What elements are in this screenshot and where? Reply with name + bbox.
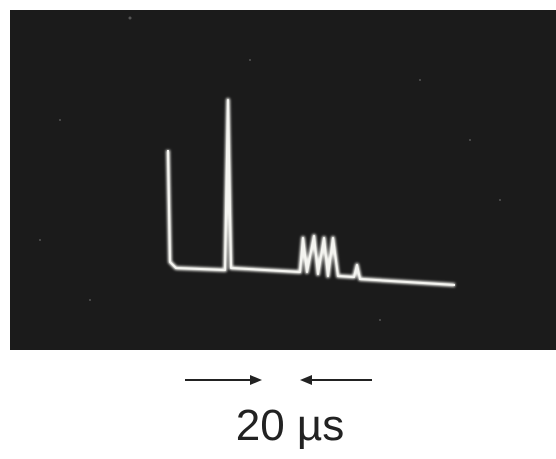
marker-arrows [185, 375, 372, 385]
oscilloscope-screen [10, 10, 556, 350]
caption: 20 µs [236, 401, 345, 450]
figure: 20 µs [0, 0, 556, 459]
